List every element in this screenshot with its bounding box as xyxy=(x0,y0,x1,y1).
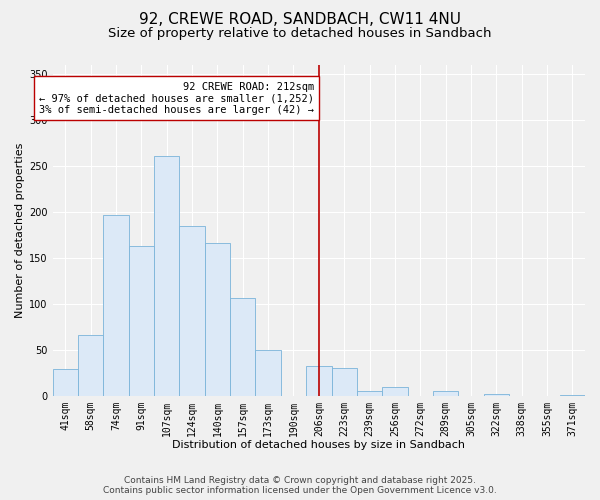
Bar xyxy=(129,246,154,396)
Text: 92 CREWE ROAD: 212sqm
← 97% of detached houses are smaller (1,252)
3% of semi-de: 92 CREWE ROAD: 212sqm ← 97% of detached … xyxy=(39,82,314,114)
Bar xyxy=(205,243,230,396)
Bar xyxy=(103,214,129,396)
Y-axis label: Number of detached properties: Number of detached properties xyxy=(15,142,25,318)
X-axis label: Distribution of detached houses by size in Sandbach: Distribution of detached houses by size … xyxy=(172,440,466,450)
Bar xyxy=(332,368,357,396)
Bar xyxy=(230,298,256,396)
Bar xyxy=(256,350,281,396)
Bar xyxy=(484,394,509,396)
Text: Contains HM Land Registry data © Crown copyright and database right 2025.
Contai: Contains HM Land Registry data © Crown c… xyxy=(103,476,497,495)
Bar xyxy=(306,366,332,396)
Bar xyxy=(179,226,205,396)
Bar xyxy=(382,386,407,396)
Bar xyxy=(154,156,179,396)
Bar xyxy=(560,395,585,396)
Bar xyxy=(53,369,78,396)
Text: 92, CREWE ROAD, SANDBACH, CW11 4NU: 92, CREWE ROAD, SANDBACH, CW11 4NU xyxy=(139,12,461,28)
Bar xyxy=(78,335,103,396)
Bar xyxy=(433,391,458,396)
Bar xyxy=(357,391,382,396)
Text: Size of property relative to detached houses in Sandbach: Size of property relative to detached ho… xyxy=(108,28,492,40)
